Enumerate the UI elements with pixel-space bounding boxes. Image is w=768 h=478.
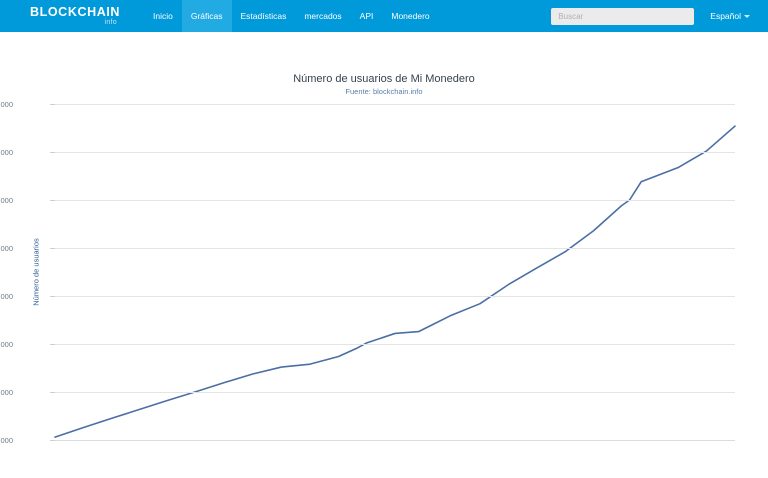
y-tick-mark bbox=[50, 296, 55, 297]
brand-logo[interactable]: BLOCKCHAIN info bbox=[0, 0, 121, 32]
chart-subtitle: Fuente: blockchain.info bbox=[345, 87, 423, 96]
gridline-horizontal bbox=[55, 248, 735, 249]
chevron-down-icon bbox=[744, 14, 750, 18]
chart-title: Número de usuarios de Mi Monedero bbox=[293, 73, 475, 85]
gridline-horizontal bbox=[55, 296, 735, 297]
series-line-chart bbox=[54, 125, 736, 438]
gridline-horizontal bbox=[55, 392, 735, 393]
top-navigation-bar: BLOCKCHAIN info Inicio Gráficas Estadístic… bbox=[0, 0, 768, 32]
y-tick-label: 4,000,000 bbox=[0, 340, 13, 349]
y-tick-label: 3,000,000 bbox=[0, 436, 13, 445]
nav-item-grficas[interactable]: Gráficas bbox=[181, 0, 232, 32]
y-tick-label: 5,500,000 bbox=[0, 196, 13, 205]
language-label: Español bbox=[710, 11, 741, 21]
y-tick-label: 3,500,000 bbox=[0, 388, 13, 397]
y-tick-mark bbox=[50, 248, 55, 249]
nav-item-mercados[interactable]: mercados bbox=[304, 11, 342, 21]
nav-item-estadsticas[interactable]: Estadísticas bbox=[240, 11, 287, 21]
nav-item-monedero[interactable]: Monedero bbox=[391, 11, 430, 21]
main-nav: Inicio Gráficas Estadísticas mercados API Mon… bbox=[144, 0, 439, 32]
top-bar-right-group: Español bbox=[551, 0, 768, 32]
chart-panel: Número de usuarios de Mi Monedero Fuente… bbox=[0, 32, 768, 478]
y-tick-mark bbox=[50, 200, 55, 201]
y-tick-mark bbox=[50, 152, 55, 153]
y-tick-label: 6,500,000 bbox=[0, 100, 13, 109]
y-tick-mark bbox=[50, 104, 55, 105]
y-tick-label: 6,000,000 bbox=[0, 148, 13, 157]
nav-item-inicio[interactable]: Inicio bbox=[153, 11, 173, 21]
search-input[interactable] bbox=[551, 7, 695, 25]
plot-area: 3,000,000 3,500,000 4,000,000 4,500,000 5,00… bbox=[0, 100, 736, 445]
gridline-horizontal bbox=[55, 344, 735, 345]
gridline-horizontal bbox=[55, 200, 735, 201]
nav-item-api[interactable]: API bbox=[359, 11, 374, 21]
gridline-horizontal bbox=[55, 104, 735, 105]
y-tick-mark bbox=[50, 440, 55, 441]
y-tick-label: 4,500,000 bbox=[0, 292, 13, 301]
language-selector[interactable]: Español bbox=[710, 11, 750, 21]
y-tick-mark bbox=[50, 344, 55, 345]
y-tick-mark bbox=[50, 392, 55, 393]
brand-name: BLOCKCHAIN bbox=[30, 4, 121, 19]
gridline-horizontal bbox=[55, 152, 735, 153]
brand-suffix: info bbox=[104, 18, 117, 26]
y-axis-title: Número de usuarios bbox=[31, 238, 41, 306]
y-tick-label: 5,000,000 bbox=[0, 244, 13, 253]
x-axis-baseline bbox=[55, 440, 735, 441]
